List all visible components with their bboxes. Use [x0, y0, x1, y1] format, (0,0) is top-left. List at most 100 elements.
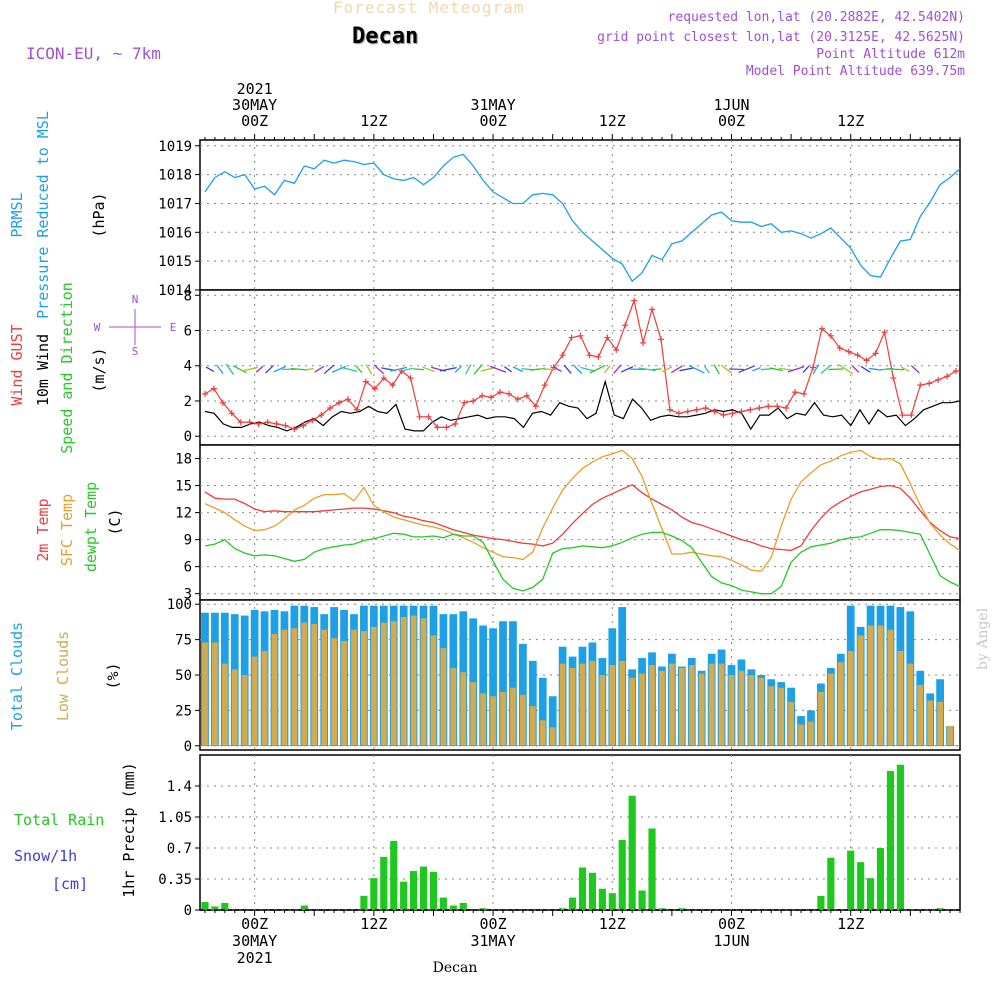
bottom-location-label: Decan [433, 960, 478, 976]
wind-arrow [539, 368, 557, 371]
ytick-label: 2 [184, 394, 192, 410]
wind-arrow [860, 365, 871, 373]
wind-arrow [713, 364, 720, 375]
gust-marker [684, 408, 691, 415]
total-cloud-bar [519, 643, 527, 746]
rain-bar [598, 888, 606, 910]
rain-bar [400, 881, 408, 910]
low-cloud-bar [887, 629, 894, 746]
top-time-label: 31MAY [470, 96, 515, 114]
bottom-time-label: 12Z [360, 915, 387, 933]
gust-marker [353, 406, 360, 413]
wind-arrow [465, 364, 472, 375]
rain-bar [429, 871, 438, 910]
wind-arrow [273, 366, 286, 373]
low-cloud-bar [758, 677, 765, 746]
rain-bar [419, 866, 428, 910]
wind-arrow [820, 364, 832, 374]
wind-arrow [787, 366, 805, 373]
low-cloud-bar [291, 628, 298, 746]
wind-arrow [503, 366, 513, 373]
compass-n: N [132, 293, 139, 306]
wind-arrow [613, 364, 622, 374]
wind-arrow [512, 366, 524, 373]
low-cloud-bar [867, 625, 874, 746]
gust-marker [818, 325, 825, 332]
gust-marker [255, 420, 262, 427]
low-cloud-bar [728, 675, 735, 746]
top-time-label: 1JUN [713, 96, 749, 114]
rain-bar [867, 878, 875, 910]
low-cloud-bar [708, 663, 715, 746]
wind-arrow [205, 366, 215, 372]
wind-arrow [265, 364, 274, 374]
ytick-label: 0 [184, 739, 192, 755]
low-cloud-bar [907, 663, 914, 746]
gust-marker [649, 306, 656, 313]
temp-label-dewpt: dewpt Temp [82, 482, 100, 572]
rain-bar [201, 902, 209, 910]
gust-marker [461, 399, 468, 406]
gust-marker [666, 406, 673, 413]
gust-marker [935, 376, 942, 383]
gust-marker [845, 348, 852, 355]
wind-label-dir: Speed and Direction [58, 282, 76, 454]
low-cloud-bar [261, 650, 268, 746]
wind-arrow [580, 366, 595, 372]
cloud-label-total: Total Clouds [8, 622, 26, 730]
low-cloud-bar [390, 621, 397, 746]
low-cloud-bar [589, 660, 596, 746]
top-time-label: 30MAY [232, 96, 277, 114]
low-cloud-bar [877, 625, 884, 746]
ytick-label: 1.4 [167, 779, 192, 795]
temp-label-sfc: SFC Temp [58, 494, 76, 566]
grid-point-coordinates: grid point closest lon,lat (20.3125E, 42… [597, 30, 965, 45]
ytick-label: 1.05 [158, 810, 192, 826]
wind-arrow [422, 366, 435, 373]
compass-w: W [94, 321, 101, 334]
top-time-label: 12Z [360, 112, 387, 130]
wind-arrow [703, 365, 710, 374]
low-cloud-bar [748, 675, 755, 746]
low-cloud-bar [947, 725, 953, 746]
gust-marker [881, 329, 888, 336]
ytick-label: 1014 [158, 283, 192, 299]
wind-arrow [225, 363, 235, 375]
gust-marker [827, 332, 834, 339]
low-cloud-bar [619, 660, 626, 746]
wind-arrow [340, 366, 358, 372]
wind-arrow [802, 365, 810, 374]
gust-marker [720, 412, 727, 419]
wind-arrow [852, 365, 860, 373]
gust-marker [765, 403, 772, 410]
ytick-label: 1019 [158, 139, 192, 155]
gust-marker [872, 350, 879, 357]
low-cloud-bar [380, 622, 387, 746]
low-cloud-bar [649, 665, 655, 746]
gust-marker [863, 357, 870, 364]
low-cloud-bar [212, 642, 218, 746]
gust-marker [407, 375, 414, 382]
rain-bar [658, 908, 666, 910]
low-cloud-bar [460, 672, 467, 746]
gust-marker [899, 412, 906, 419]
gust-marker [604, 334, 611, 341]
wind-arrow [760, 368, 772, 371]
ytick-label: 1018 [158, 168, 192, 184]
ytick-label: 8 [184, 288, 192, 304]
rain-bar [827, 857, 835, 910]
low-cloud-bar [520, 694, 526, 746]
gust-marker [470, 397, 477, 404]
wind-arrow [886, 368, 904, 371]
ytick-label: 0 [184, 429, 192, 445]
low-cloud-bar [768, 686, 775, 746]
low-cloud-bar [490, 696, 496, 746]
rain-bar [370, 878, 378, 910]
rain-bar [459, 902, 467, 910]
gust-marker [443, 424, 450, 431]
rain-bar [857, 862, 865, 910]
pressure-label-prmsl: PRMSL [8, 192, 26, 237]
top-time-label: 12Z [599, 112, 626, 130]
low-cloud-bar [450, 667, 457, 746]
low-cloud-bar [927, 700, 934, 746]
